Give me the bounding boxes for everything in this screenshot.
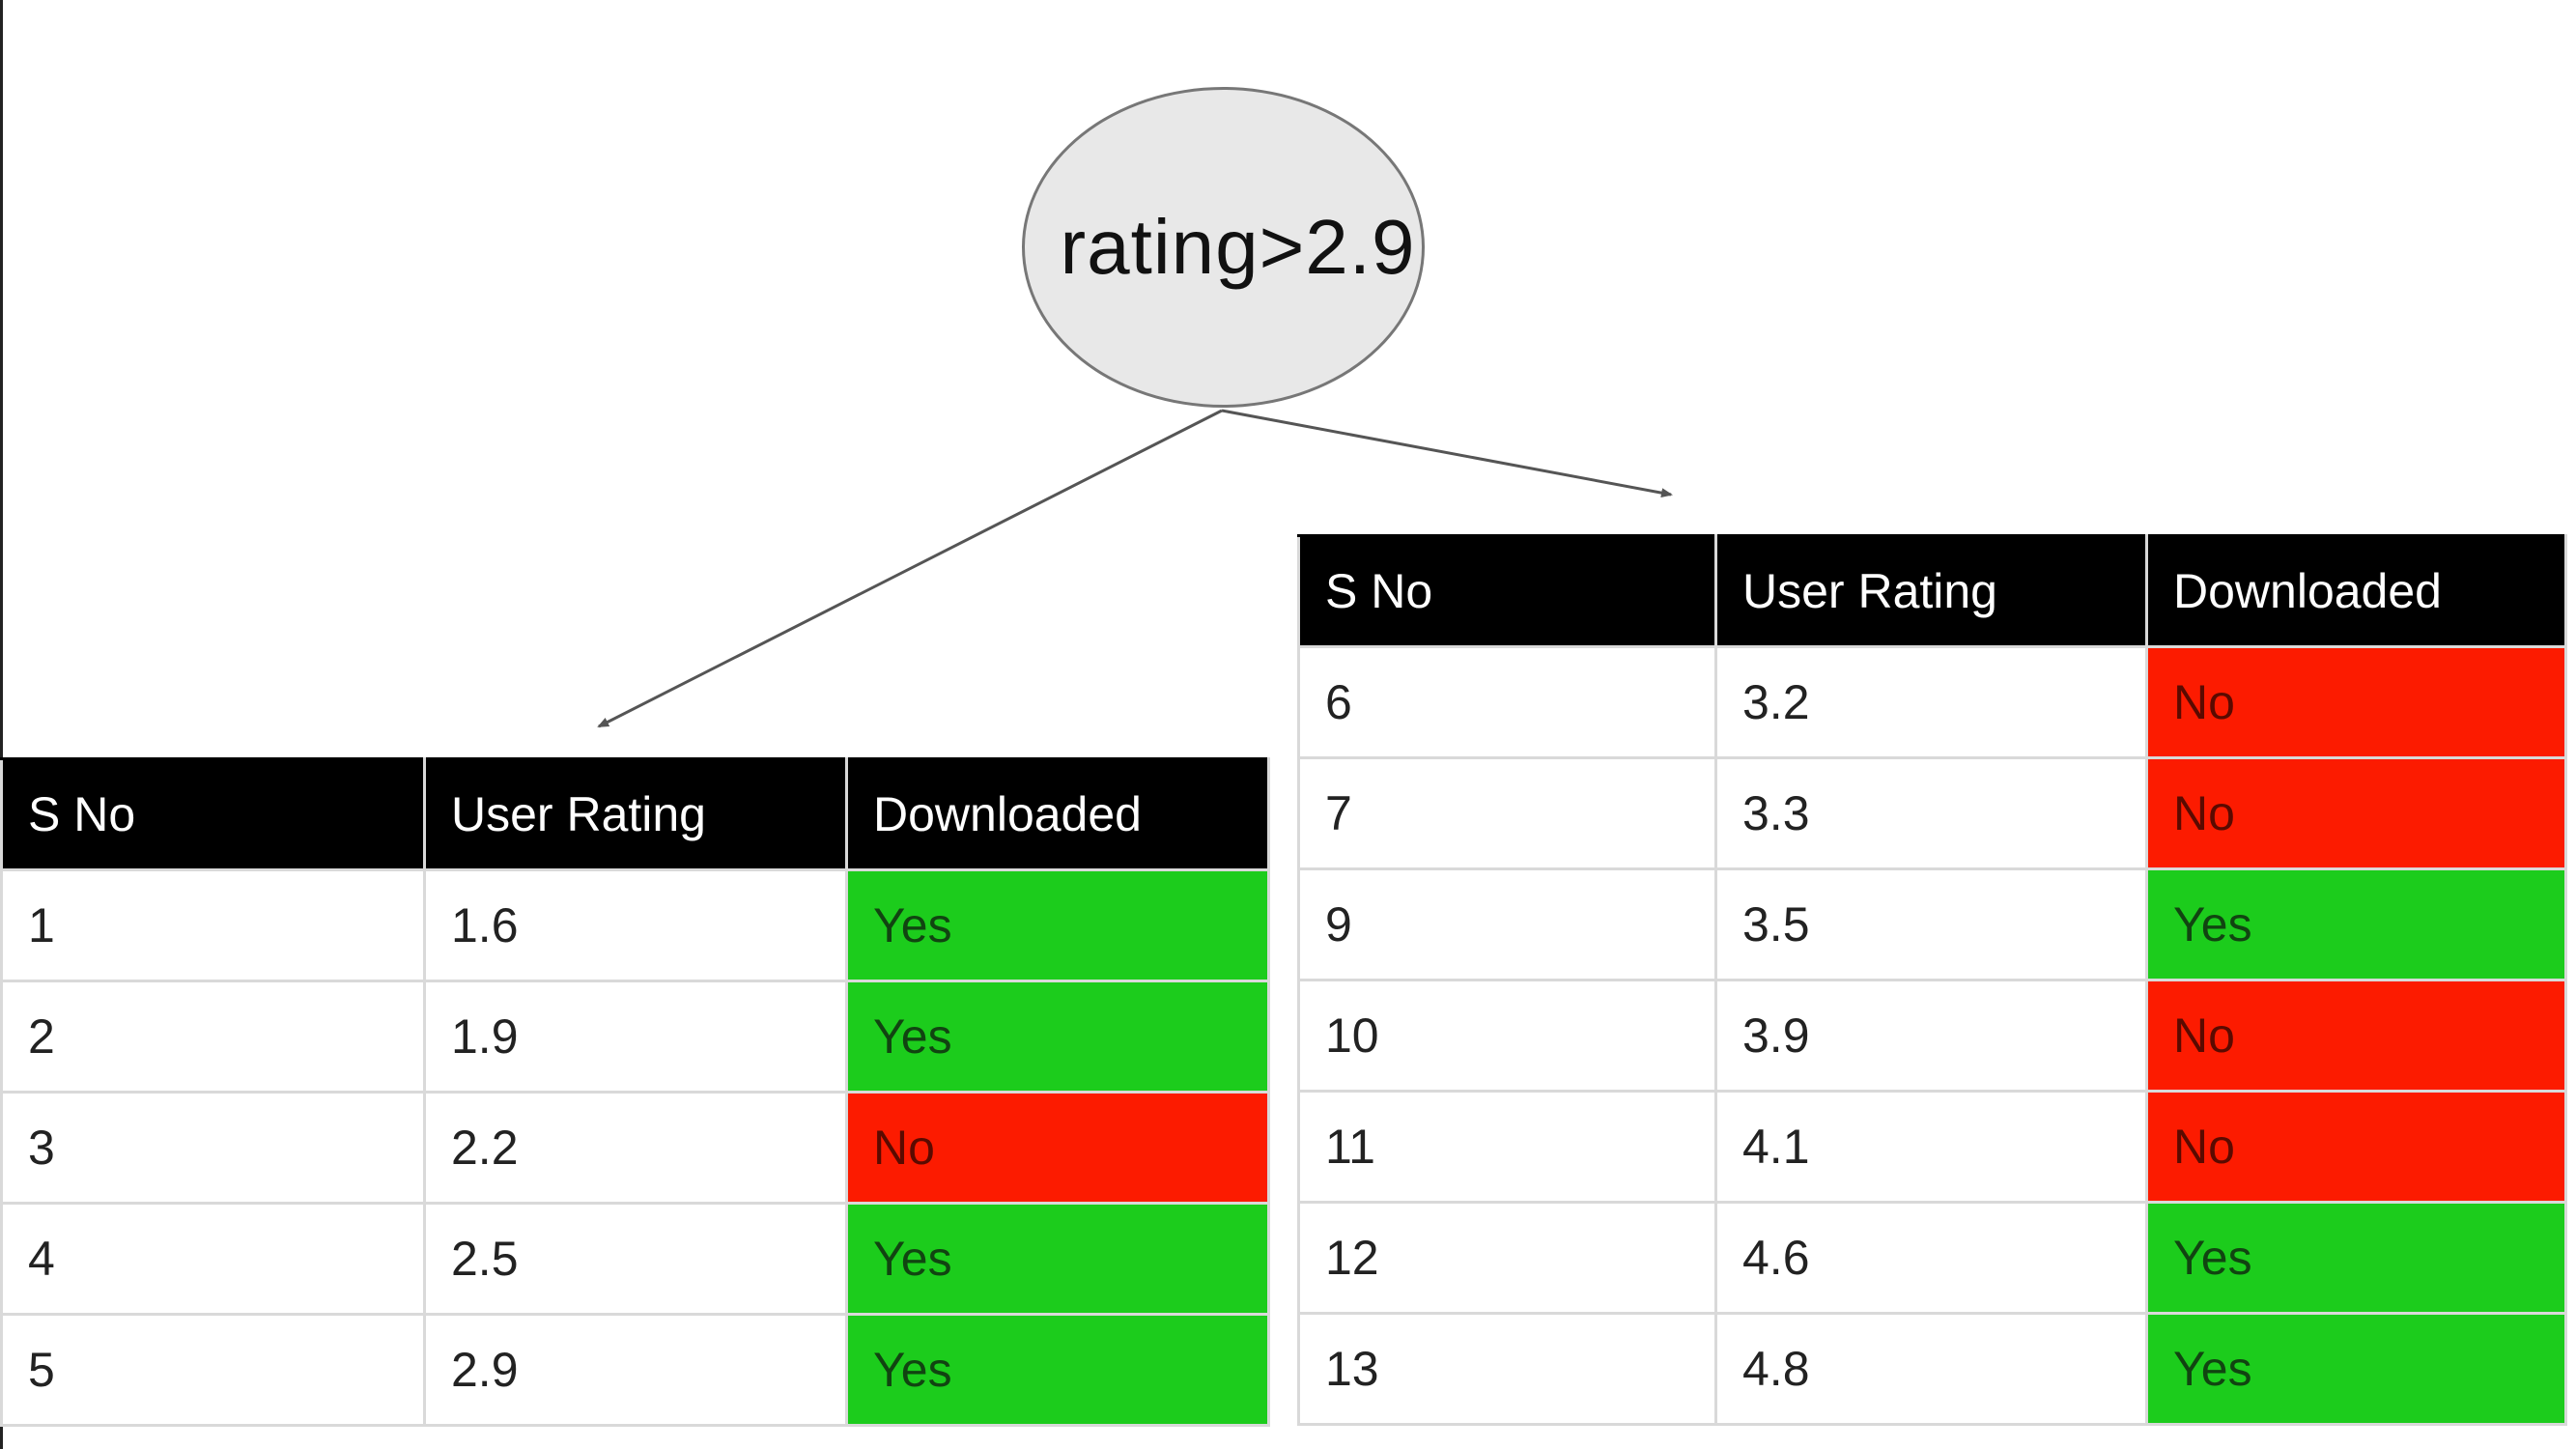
table-row: 2 1.9 Yes	[0, 980, 1270, 1094]
sno-cell: 5	[0, 1313, 426, 1427]
downloaded-cell: Yes	[2145, 1312, 2567, 1426]
sno-cell: 9	[1297, 867, 1717, 981]
branch-left-arrow	[597, 409, 1223, 728]
user-rating-cell: 3.9	[1714, 979, 2148, 1093]
table-row: 11 4.1 No	[1297, 1090, 2567, 1204]
user-rating-cell: 2.2	[423, 1091, 848, 1205]
header-sno: S No	[0, 757, 426, 871]
branch-right-arrow	[1221, 409, 1673, 498]
user-rating-cell: 4.8	[1714, 1312, 2148, 1426]
table-row: 1 1.6 Yes	[0, 868, 1270, 982]
downloaded-cell: Yes	[845, 1313, 1270, 1427]
sno-cell: 1	[0, 868, 426, 982]
downloaded-cell: Yes	[845, 1202, 1270, 1316]
decision-node: rating>2.9	[1022, 87, 1425, 408]
user-rating-cell: 4.6	[1714, 1201, 2148, 1315]
sno-cell: 3	[0, 1091, 426, 1205]
downloaded-cell: No	[2145, 645, 2567, 759]
sno-cell: 6	[1297, 645, 1717, 759]
sno-cell: 4	[0, 1202, 426, 1316]
downloaded-cell: Yes	[2145, 867, 2567, 981]
table-row: 4 2.5 Yes	[0, 1202, 1270, 1316]
header-downloaded: Downloaded	[845, 757, 1270, 871]
header-downloaded: Downloaded	[2145, 534, 2567, 648]
user-rating-cell: 4.1	[1714, 1090, 2148, 1204]
sno-cell: 13	[1297, 1312, 1717, 1426]
decision-node-label: rating>2.9	[1060, 204, 1416, 290]
table-row: 12 4.6 Yes	[1297, 1201, 2567, 1315]
downloaded-cell: Yes	[2145, 1201, 2567, 1315]
user-rating-cell: 1.6	[423, 868, 848, 982]
user-rating-cell: 1.9	[423, 980, 848, 1094]
downloaded-cell: No	[2145, 756, 2567, 870]
header-user-rating: User Rating	[423, 757, 848, 871]
user-rating-cell: 3.5	[1714, 867, 2148, 981]
downloaded-cell: No	[2145, 979, 2567, 1093]
header-sno: S No	[1297, 534, 1717, 648]
table-row: 9 3.5 Yes	[1297, 867, 2567, 981]
sno-cell: 10	[1297, 979, 1717, 1093]
downloaded-cell: Yes	[845, 868, 1270, 982]
left-border	[0, 0, 3, 1449]
sno-cell: 12	[1297, 1201, 1717, 1315]
downloaded-cell: No	[845, 1091, 1270, 1205]
table-header-row: S No User Rating Downloaded	[0, 757, 1270, 871]
downloaded-cell: No	[2145, 1090, 2567, 1204]
table-row: 5 2.9 Yes	[0, 1313, 1270, 1427]
sno-cell: 2	[0, 980, 426, 1094]
user-rating-cell: 3.3	[1714, 756, 2148, 870]
sno-cell: 11	[1297, 1090, 1717, 1204]
table-row: 10 3.9 No	[1297, 979, 2567, 1093]
user-rating-cell: 2.5	[423, 1202, 848, 1316]
user-rating-cell: 2.9	[423, 1313, 848, 1427]
left-branch-table: S No User Rating Downloaded 1 1.6 Yes 2 1.9 Y…	[0, 757, 1270, 1427]
downloaded-cell: Yes	[845, 980, 1270, 1094]
right-branch-table: S No User Rating Downloaded 6 3.2 No 7 3.3 No…	[1297, 534, 2567, 1426]
table-row: 13 4.8 Yes	[1297, 1312, 2567, 1426]
header-user-rating: User Rating	[1714, 534, 2148, 648]
table-row: 7 3.3 No	[1297, 756, 2567, 870]
user-rating-cell: 3.2	[1714, 645, 2148, 759]
table-row: 3 2.2 No	[0, 1091, 1270, 1205]
sno-cell: 7	[1297, 756, 1717, 870]
table-row: 6 3.2 No	[1297, 645, 2567, 759]
table-header-row: S No User Rating Downloaded	[1297, 534, 2567, 648]
